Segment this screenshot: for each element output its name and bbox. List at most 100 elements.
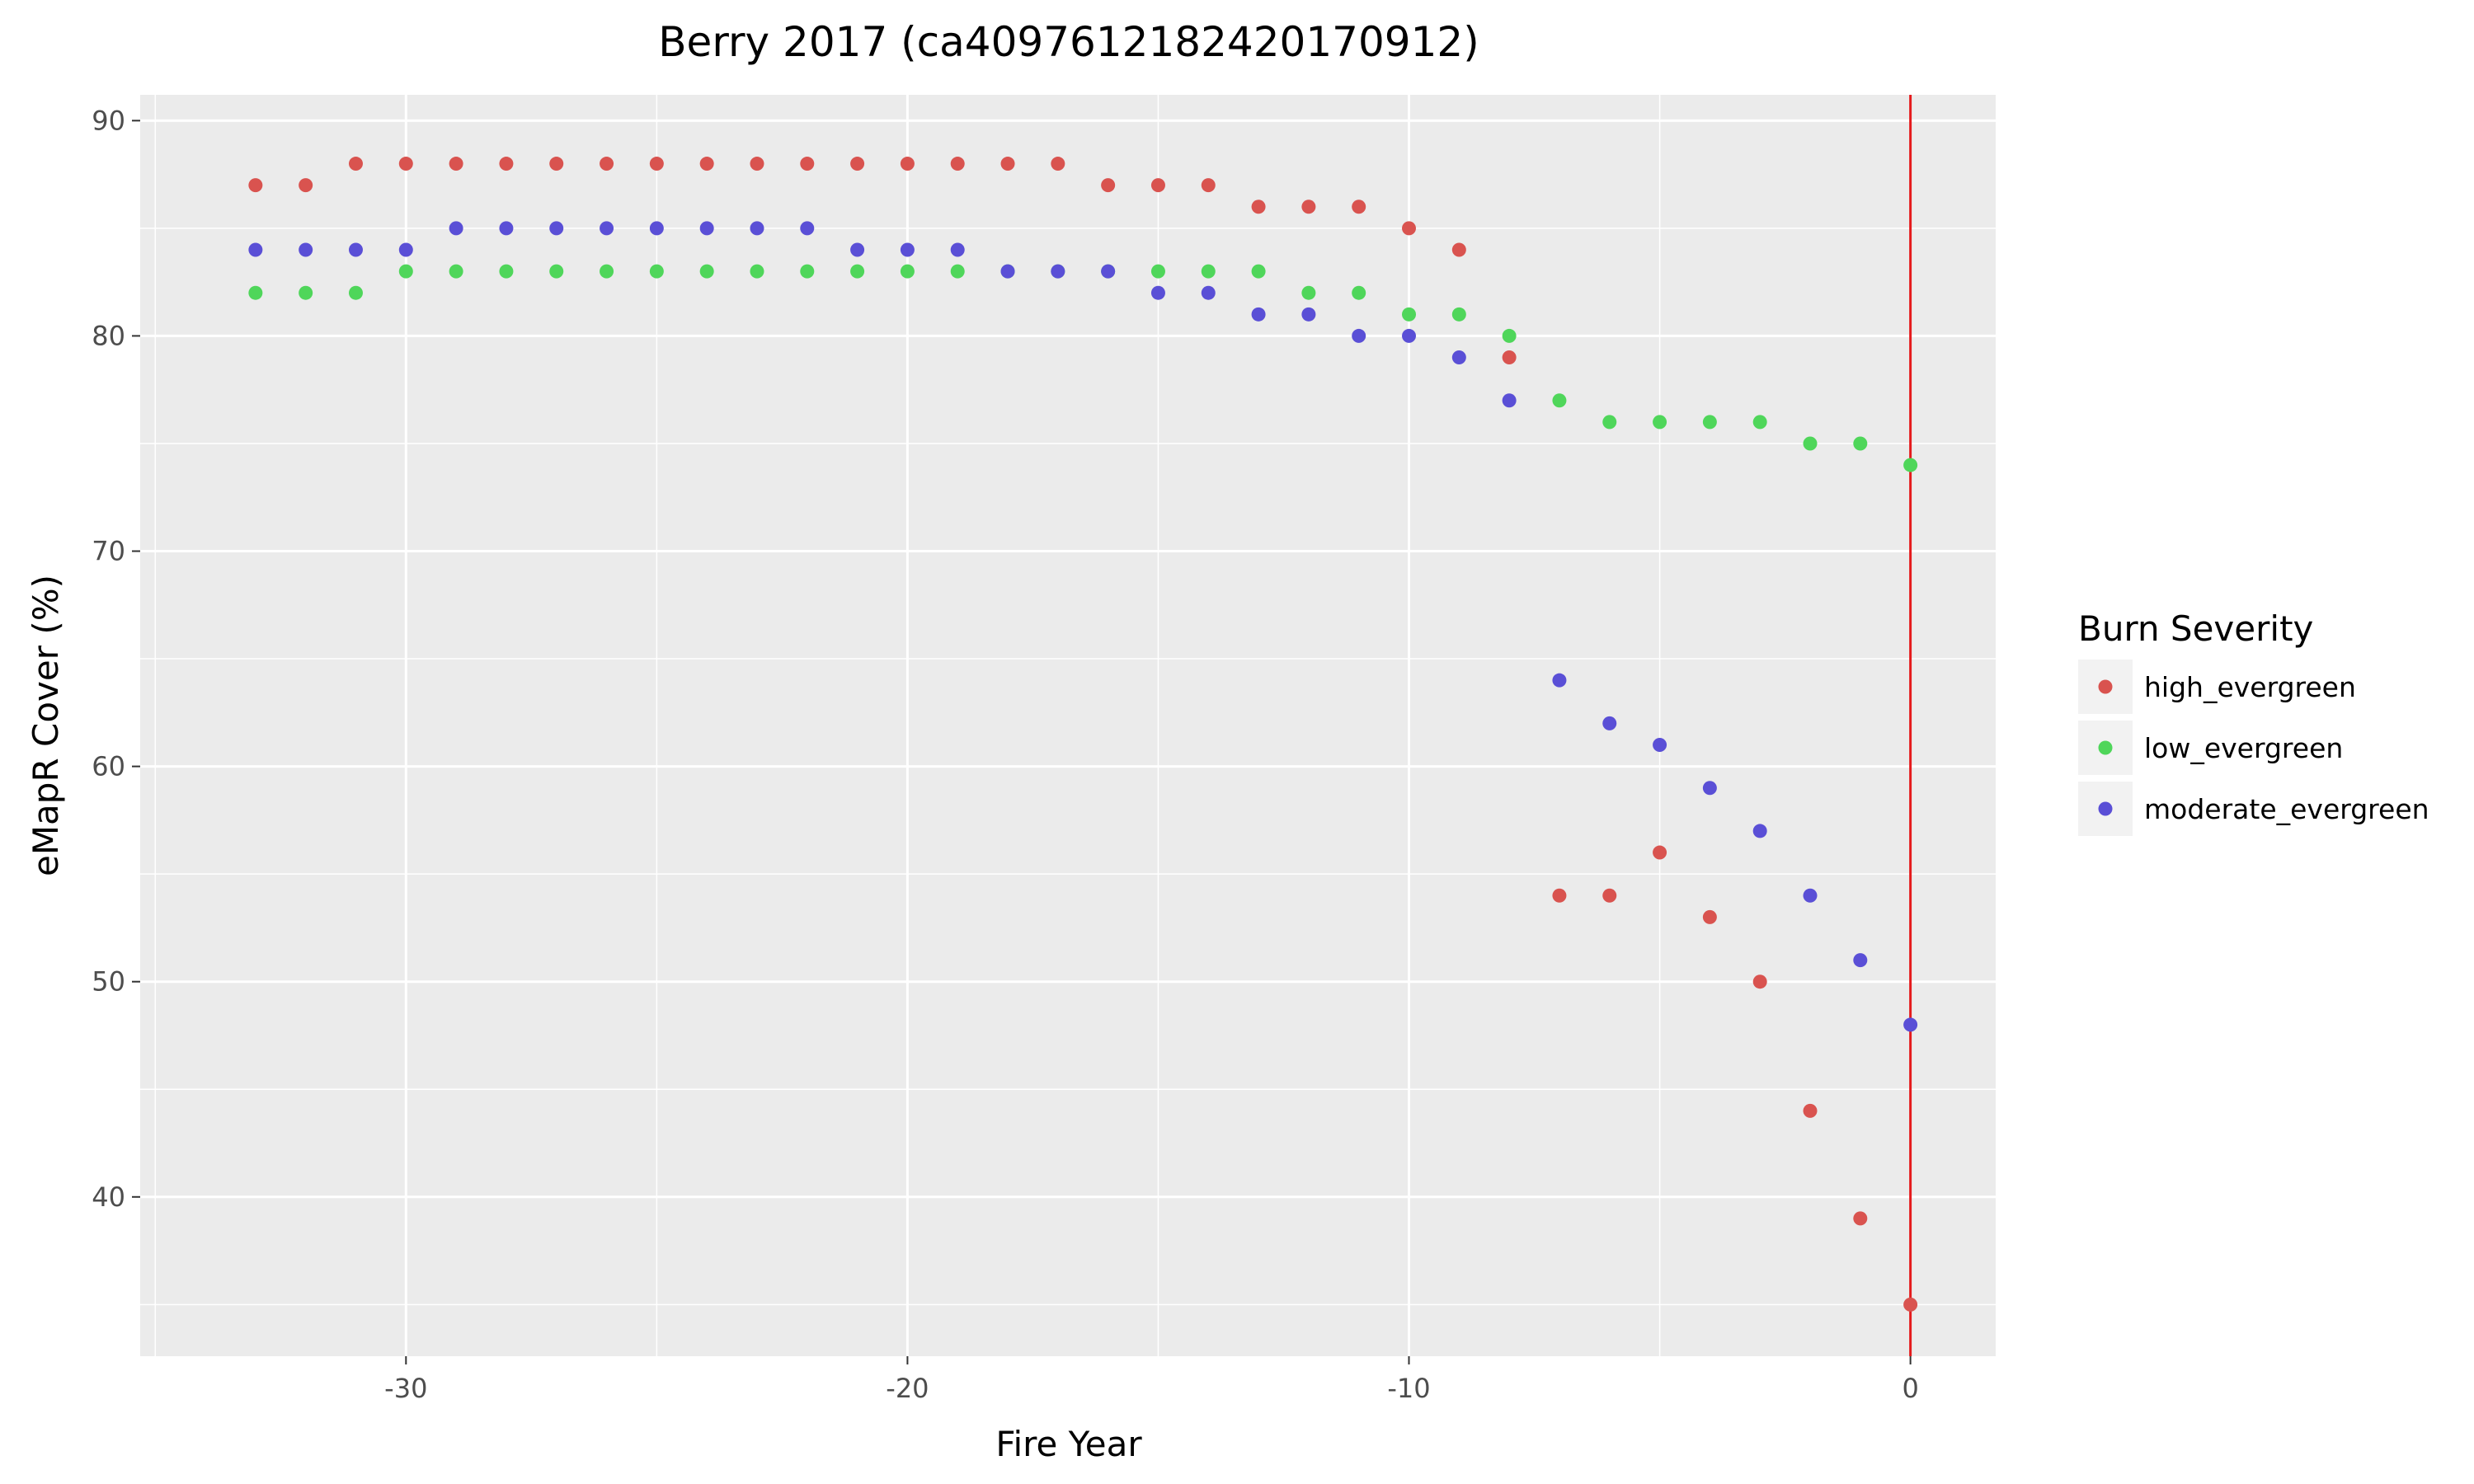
data-point — [1402, 307, 1417, 322]
data-point — [950, 157, 965, 171]
series-moderate_evergreen — [248, 221, 1918, 1032]
y-tick-label: 40 — [92, 1181, 125, 1213]
x-tick-label: -10 — [1387, 1373, 1430, 1404]
data-point — [1653, 845, 1667, 860]
data-point — [1000, 264, 1015, 279]
legend-label: high_evergreen — [2144, 671, 2356, 703]
data-point — [248, 285, 263, 300]
data-point — [1451, 307, 1466, 322]
data-point — [850, 264, 865, 279]
y-tick-label: 90 — [92, 105, 125, 136]
data-point — [1653, 737, 1667, 752]
data-point — [800, 221, 815, 236]
data-point — [750, 157, 764, 171]
legend-items: high_evergreen low_evergreen moderate_ever… — [2078, 660, 2429, 836]
data-point — [398, 264, 413, 279]
data-point — [1853, 436, 1868, 451]
data-point — [1402, 328, 1417, 343]
data-point — [299, 178, 313, 193]
data-point — [248, 178, 263, 193]
data-point — [1502, 350, 1517, 365]
data-point — [600, 264, 614, 279]
data-point — [1352, 285, 1366, 300]
data-point — [750, 264, 764, 279]
data-point — [1051, 264, 1065, 279]
data-point — [699, 157, 714, 171]
legend-item-high_evergreen: high_evergreen — [2078, 660, 2356, 714]
legend-label: moderate_evergreen — [2144, 793, 2429, 825]
data-point — [900, 157, 915, 171]
data-point — [449, 157, 463, 171]
data-point — [348, 242, 363, 257]
data-point — [299, 285, 313, 300]
y-tick-label: 80 — [92, 320, 125, 351]
data-point — [1552, 673, 1567, 688]
data-point — [1903, 1017, 1918, 1032]
data-point — [1051, 157, 1065, 171]
data-point — [1853, 953, 1868, 968]
data-point — [900, 242, 915, 257]
data-point — [1301, 285, 1316, 300]
data-point — [398, 157, 413, 171]
data-point — [649, 264, 664, 279]
data-point — [549, 264, 564, 279]
data-point — [1451, 350, 1466, 365]
data-point — [348, 157, 363, 171]
y-axis: 40 50 60 70 80 90 — [92, 105, 140, 1213]
data-point — [1602, 888, 1617, 903]
data-point — [600, 157, 614, 171]
chart-title: Berry 2017 (ca4097612182420170912) — [658, 18, 1479, 66]
data-point — [1352, 328, 1366, 343]
data-point — [1803, 888, 1818, 903]
data-point — [1602, 415, 1617, 430]
data-point — [950, 242, 965, 257]
legend-title: Burn Severity — [2078, 608, 2313, 649]
data-point — [649, 157, 664, 171]
x-axis-title: Fire Year — [995, 1424, 1142, 1464]
legend-label: low_evergreen — [2144, 732, 2343, 764]
data-point — [1201, 178, 1216, 193]
data-point — [1752, 824, 1767, 838]
data-point — [1752, 415, 1767, 430]
data-point — [449, 264, 463, 279]
data-point — [850, 157, 865, 171]
data-point — [900, 264, 915, 279]
data-point — [1451, 242, 1466, 257]
data-point — [1352, 200, 1366, 214]
x-axis: -30 -20 -10 0 — [384, 1356, 1919, 1404]
data-point — [1150, 285, 1165, 300]
data-point — [549, 157, 564, 171]
data-point — [499, 264, 514, 279]
data-point — [398, 242, 413, 257]
data-point — [1251, 307, 1266, 322]
y-axis-title: eMapR Cover (%) — [26, 575, 66, 876]
data-point — [299, 242, 313, 257]
data-point — [1752, 974, 1767, 989]
data-point — [1101, 178, 1116, 193]
data-point — [800, 157, 815, 171]
x-tick-label: -30 — [384, 1373, 427, 1404]
data-point — [1803, 1103, 1818, 1118]
data-point — [1702, 781, 1717, 796]
data-point — [1251, 200, 1266, 214]
data-point — [649, 221, 664, 236]
data-point — [1552, 393, 1567, 408]
data-point — [1251, 264, 1266, 279]
data-point — [600, 221, 614, 236]
data-point — [800, 264, 815, 279]
data-point — [699, 221, 714, 236]
data-point — [1502, 393, 1517, 408]
legend-marker — [2098, 801, 2113, 816]
data-point — [1402, 221, 1417, 236]
data-point — [750, 221, 764, 236]
data-point — [348, 285, 363, 300]
data-point — [1150, 178, 1165, 193]
data-point — [1903, 458, 1918, 472]
legend-marker — [2098, 740, 2113, 755]
data-point — [1602, 716, 1617, 730]
data-point — [1150, 264, 1165, 279]
plot-area — [140, 95, 1996, 1356]
y-tick-label: 60 — [92, 751, 125, 782]
x-tick-label: -20 — [886, 1373, 929, 1404]
data-point — [1502, 328, 1517, 343]
